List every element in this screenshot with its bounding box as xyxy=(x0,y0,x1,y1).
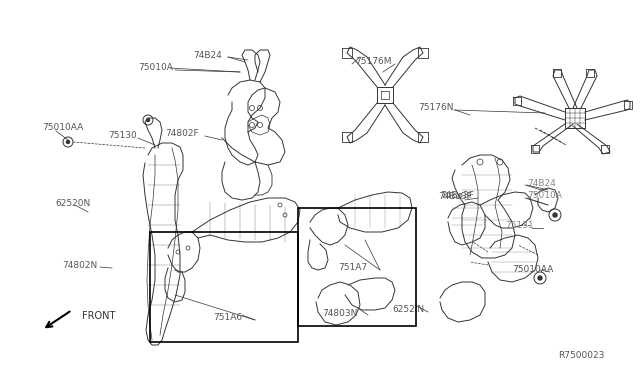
Text: 62520N: 62520N xyxy=(55,199,90,208)
Bar xyxy=(150,232,298,342)
Text: 74802N: 74802N xyxy=(62,260,97,269)
Text: 75010A: 75010A xyxy=(138,64,173,73)
Circle shape xyxy=(538,276,542,280)
Text: FRONT: FRONT xyxy=(82,311,115,321)
Text: R7500023: R7500023 xyxy=(558,350,604,359)
Text: 74802F: 74802F xyxy=(165,128,198,138)
Text: 74B24: 74B24 xyxy=(527,179,556,187)
Text: 75130: 75130 xyxy=(108,131,137,140)
Bar xyxy=(298,208,416,326)
Circle shape xyxy=(147,119,150,122)
Text: 74B24: 74B24 xyxy=(193,51,221,60)
Text: 75010AA: 75010AA xyxy=(512,266,553,275)
Circle shape xyxy=(553,213,557,217)
Text: 74803N: 74803N xyxy=(322,308,357,317)
Text: 75131: 75131 xyxy=(505,221,534,230)
Text: 74Bø3F: 74Bø3F xyxy=(438,192,472,201)
Text: 75176M: 75176M xyxy=(355,58,392,67)
Text: 6252IN: 6252IN xyxy=(392,305,424,314)
Text: 751A7: 751A7 xyxy=(338,263,367,273)
Text: 75010AA: 75010AA xyxy=(42,124,83,132)
Text: 751A6: 751A6 xyxy=(213,314,242,323)
Text: 75010A: 75010A xyxy=(527,192,562,201)
Circle shape xyxy=(67,141,70,144)
Text: 74Bø3F: 74Bø3F xyxy=(440,190,474,199)
Text: 75176N: 75176N xyxy=(418,103,454,112)
